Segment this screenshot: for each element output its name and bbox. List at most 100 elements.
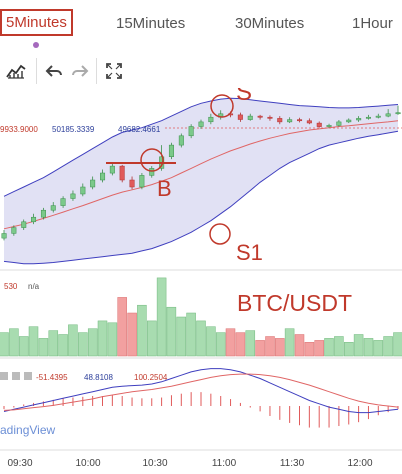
- candle: [198, 121, 204, 127]
- candle: [139, 175, 145, 188]
- annotation-b-label: B: [157, 176, 172, 201]
- macd-readout-2: 100.2504: [134, 373, 168, 382]
- candle: [100, 172, 106, 181]
- candle: [346, 119, 352, 123]
- candle: [168, 144, 174, 157]
- candle: [40, 209, 46, 218]
- time-tick-label: 10:00: [75, 458, 100, 469]
- candle: [129, 179, 135, 188]
- undo-icon[interactable]: [40, 57, 68, 85]
- trading-chart[interactable]: 9933.9000 50185.3339 49682.4661 530 n/a …: [0, 88, 402, 474]
- candle: [316, 122, 322, 127]
- candle: [385, 113, 391, 117]
- toolbar-divider: [36, 58, 37, 84]
- volume-bar: [176, 316, 187, 357]
- time-tick-label: 11:30: [280, 458, 305, 469]
- volume-bar: [334, 336, 344, 357]
- volume-bar: [314, 340, 324, 357]
- tab-1hour[interactable]: 1Hour: [352, 15, 393, 32]
- close-icon[interactable]: [24, 372, 32, 380]
- time-tick-label: 09:30: [7, 458, 32, 469]
- volume-bar: [97, 320, 108, 357]
- tab-30minutes[interactable]: 30Minutes: [235, 15, 305, 32]
- volume-bar: [265, 336, 275, 357]
- annotation-s1-label: S1: [236, 240, 263, 265]
- candle: [297, 119, 303, 122]
- chart-toolbar: [0, 52, 402, 88]
- volume-bars-group: [0, 277, 402, 357]
- bollinger-upper-line: [3, 97, 399, 197]
- annotations: S B S1 BTC/USDT: [106, 88, 352, 316]
- volume-bar: [344, 342, 354, 357]
- candle: [178, 135, 184, 146]
- volume-bar: [68, 324, 78, 357]
- volume-readout-0: 530: [4, 282, 18, 291]
- volume-bar: [294, 334, 305, 357]
- volume-bar: [87, 328, 98, 357]
- candles-group: [1, 105, 401, 241]
- annotation-s-label: S: [236, 88, 252, 106]
- settings-icon[interactable]: [0, 372, 8, 380]
- volume-bar: [0, 332, 9, 357]
- volume-bar: [58, 334, 68, 357]
- volume-bar: [373, 340, 384, 357]
- volume-bar: [304, 342, 315, 357]
- volume-bar: [324, 338, 334, 357]
- volume-bar: [137, 304, 147, 357]
- volume-bar: [383, 336, 393, 357]
- volume-bar: [206, 326, 216, 357]
- candle: [60, 198, 66, 206]
- annotation-b-circle: [140, 148, 164, 172]
- volume-bar: [127, 312, 137, 357]
- candle: [336, 121, 342, 126]
- time-tick-label: 12:00: [347, 458, 372, 469]
- bollinger-band-fill: [4, 98, 398, 264]
- tab-15minutes[interactable]: 15Minutes: [116, 15, 186, 32]
- candle: [375, 115, 381, 118]
- bollinger-middle-line: [3, 120, 399, 230]
- macd-readout-1: 48.8108: [84, 373, 113, 382]
- candle: [80, 186, 86, 195]
- volume-bar: [78, 332, 88, 357]
- macd-dea-line: [3, 373, 399, 411]
- candle: [31, 216, 37, 223]
- active-tab-indicator: [33, 42, 39, 48]
- volume-bar: [245, 330, 256, 357]
- volume-bar: [284, 328, 295, 357]
- candle: [395, 112, 401, 115]
- bollinger-lower-line: [3, 130, 399, 265]
- volume-bar: [147, 320, 157, 357]
- volume-bar: [117, 297, 127, 357]
- candle: [21, 221, 27, 228]
- candle: [257, 115, 263, 118]
- candle: [188, 126, 194, 137]
- time-tick-label: 10:30: [142, 458, 167, 469]
- watermark: adingView: [0, 423, 55, 437]
- candle: [149, 168, 155, 176]
- annotation-pair-label: BTC/USDT: [237, 290, 352, 316]
- redo-icon[interactable]: [66, 57, 94, 85]
- volume-bar: [225, 328, 236, 357]
- candle: [1, 233, 7, 239]
- volume-bar: [215, 332, 226, 357]
- candle: [326, 125, 332, 127]
- toolbar-divider: [96, 58, 97, 84]
- volume-bar: [166, 306, 177, 357]
- volume-bar: [275, 338, 285, 357]
- candle: [247, 115, 253, 120]
- volume-bar: [38, 338, 49, 357]
- candle: [11, 227, 17, 234]
- indicator-chart-icon[interactable]: [2, 57, 30, 85]
- volume-bar: [363, 338, 374, 357]
- volume-bar: [196, 320, 206, 357]
- annotation-s1-circle: [209, 223, 231, 245]
- candle: [119, 165, 125, 181]
- gear-icon[interactable]: [12, 372, 20, 380]
- time-axis: 09:30 10:00 10:30 11:00 11:30 12:00: [7, 458, 372, 469]
- tab-5minutes[interactable]: 5Minutes: [0, 9, 73, 36]
- macd-panel: -51.4395 48.8108 100.2504 adingView: [0, 368, 399, 437]
- volume-bar: [156, 277, 167, 357]
- timeframe-tabs: 5Minutes 15Minutes 30Minutes 1Hour: [0, 0, 402, 48]
- fullscreen-icon[interactable]: [100, 57, 128, 85]
- candle: [50, 205, 56, 211]
